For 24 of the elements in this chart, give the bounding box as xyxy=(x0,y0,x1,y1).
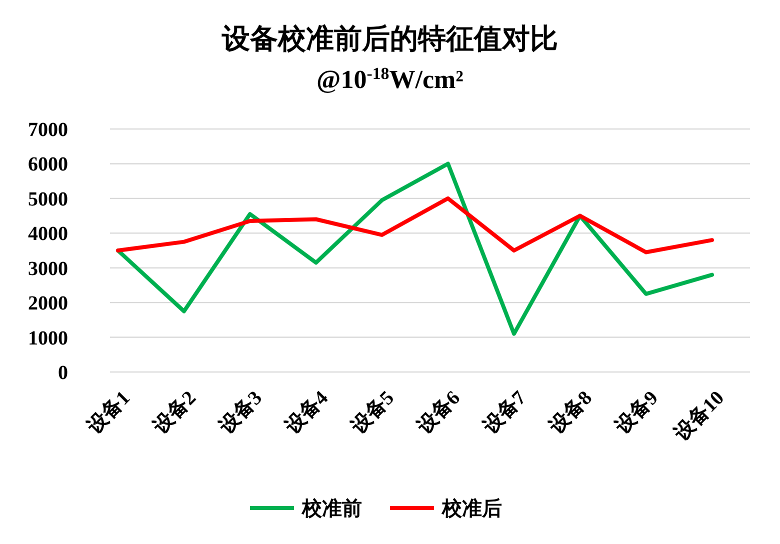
y-tick-label: 7000 xyxy=(28,119,68,141)
y-tick-label: 4000 xyxy=(28,223,68,246)
x-tick-label: 设备1 xyxy=(82,386,134,439)
legend-label: 校准前 xyxy=(301,497,362,520)
x-tick-label: 设备2 xyxy=(148,386,200,439)
y-tick-label: 6000 xyxy=(28,154,68,176)
line-series xyxy=(116,162,714,336)
line-series xyxy=(116,196,714,254)
x-tick-label: 设备8 xyxy=(544,386,596,439)
x-tick-label: 设备3 xyxy=(214,386,266,439)
chart-subtitle: @10$^{-18}$W/cm² xyxy=(316,64,464,94)
x-tick-label: 设备4 xyxy=(280,386,332,439)
y-tick-label: 5000 xyxy=(28,188,68,210)
x-tick-label: 设备6 xyxy=(412,386,464,439)
x-tick-label: 设备10 xyxy=(670,386,728,446)
chart-title: 设备校准前后的特征值对比 xyxy=(221,23,558,55)
legend-label: 校准后 xyxy=(441,497,502,520)
x-tick-label: 设备7 xyxy=(478,386,530,439)
y-tick-label: 2000 xyxy=(28,292,68,315)
y-tick-label: 1000 xyxy=(28,327,68,350)
x-tick-label: 设备9 xyxy=(610,386,662,439)
x-tick-label: 设备5 xyxy=(346,386,398,439)
y-tick-label: 0 xyxy=(58,362,68,384)
y-tick-label: 3000 xyxy=(28,258,68,280)
